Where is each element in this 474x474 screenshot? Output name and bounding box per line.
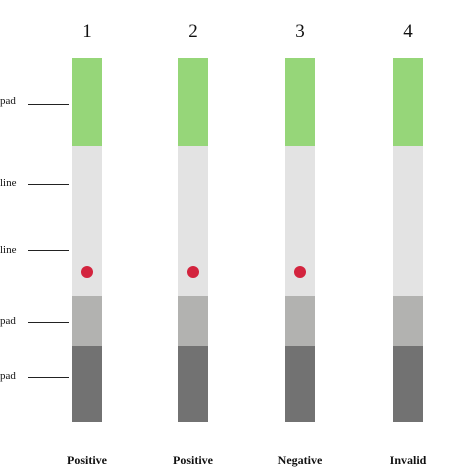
strip-number-4: 4: [403, 21, 413, 42]
conjugate-pad-zone: [72, 296, 102, 346]
sample-pad-zone: [178, 58, 208, 146]
conjugate-pad-zone: [285, 296, 315, 346]
strip-number-3: 3: [295, 21, 305, 42]
sample-pad-zone: [285, 58, 315, 146]
test-strip-1: [72, 58, 102, 422]
zone-label-control-line: line: [0, 244, 17, 256]
test-line-dot: [81, 266, 93, 278]
absorbent-pad-zone: [393, 346, 423, 422]
absorbent-pad-zone: [285, 346, 315, 422]
test-strip-4: [393, 58, 423, 422]
membrane-zone: [285, 146, 315, 296]
test-strip-2: [178, 58, 208, 422]
strip-number-2: 2: [188, 21, 198, 42]
sample-pad-zone: [72, 58, 102, 146]
zone-label-absorbent-pad: pad: [0, 370, 16, 382]
leader-line-sample-pad: [28, 104, 69, 105]
result-label-4: Invalid: [389, 453, 427, 467]
zone-label-conjugate-pad: pad: [0, 315, 16, 327]
leader-line-conjugate-pad: [28, 322, 69, 323]
absorbent-pad-zone: [72, 346, 102, 422]
test-strip-3: [285, 58, 315, 422]
strip-number-1: 1: [82, 21, 92, 42]
result-label-3: Negative: [277, 453, 323, 467]
test-line-dot: [187, 266, 199, 278]
zone-label-test-line: line: [0, 177, 17, 189]
sample-pad-zone: [393, 58, 423, 146]
absorbent-pad-zone: [178, 346, 208, 422]
conjugate-pad-zone: [178, 296, 208, 346]
result-label-2: Positive: [173, 453, 213, 467]
leader-line-control-line: [28, 250, 69, 251]
test-line-dot: [294, 266, 306, 278]
result-label-1: Positive: [67, 453, 107, 467]
conjugate-pad-zone: [393, 296, 423, 346]
leader-line-test-line: [28, 184, 69, 185]
zone-label-sample-pad: pad: [0, 95, 16, 107]
membrane-zone: [72, 146, 102, 343]
leader-line-absorbent-pad: [28, 377, 69, 378]
membrane-zone: [178, 146, 208, 343]
membrane-zone: [393, 146, 423, 343]
